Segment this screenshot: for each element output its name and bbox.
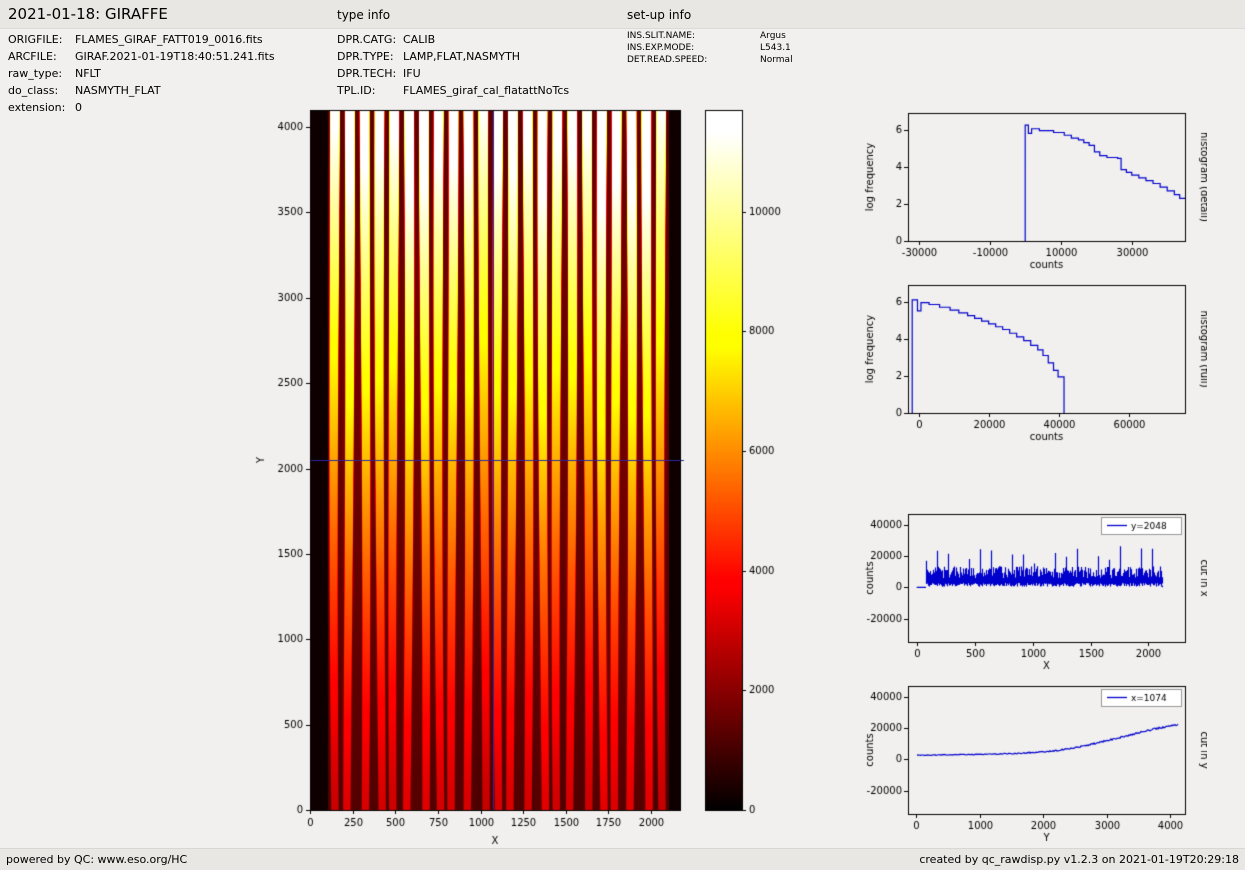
metadata-label: DPR.CATG:: [337, 33, 397, 46]
footer-right-text: created by qc_rawdisp.py v1.2.3 on 2021-…: [919, 853, 1239, 866]
metadata-row: ARCFILE: GIRAF.2021-01-19T18:40:51.241.fi…: [8, 48, 275, 65]
metadata-row: raw_type: NFLT: [8, 65, 275, 82]
metadata-value: NFLT: [75, 67, 101, 80]
metadata-value: Argus: [760, 31, 786, 41]
metadata-label: DPR.TECH:: [337, 67, 397, 80]
metadata-label: DET.READ.SPEED:: [627, 55, 708, 65]
page-title: 2021-01-18: GIRAFFE: [8, 5, 168, 23]
metadata-value: LAMP,FLAT,NASMYTH: [403, 50, 521, 63]
footer-bar: powered by QC: www.eso.org/HC created by…: [0, 848, 1245, 870]
histogram-detail-canvas: [862, 100, 1207, 274]
metadata-value: IFU: [403, 67, 421, 80]
metadata-label: INS.EXP.MODE:: [627, 43, 695, 53]
histogram-full-canvas: [862, 272, 1207, 446]
metadata-row: DPR.TECH: IFU: [337, 65, 569, 82]
metadata-row: INS.EXP.MODE: L543.1: [627, 42, 793, 54]
type-info-block: DPR.CATG: CALIB DPR.TYPE: LAMP,FLAT,NASMYT…: [337, 31, 569, 99]
header-bar: [0, 0, 1245, 29]
metadata-row: extension: 0: [8, 99, 275, 116]
metadata-label: ORIGFILE:: [8, 33, 63, 46]
metadata-row: DPR.TYPE: LAMP,FLAT,NASMYTH: [337, 48, 569, 65]
metadata-label: INS.SLIT.NAME:: [627, 31, 696, 41]
metadata-row: DET.READ.SPEED: Normal: [627, 54, 793, 66]
metadata-row: ORIGFILE: FLAMES_GIRAF_FATT019_0016.fits: [8, 31, 275, 48]
metadata-label: TPL.ID:: [337, 84, 376, 97]
metadata-row: DPR.CATG: CALIB: [337, 31, 569, 48]
metadata-row: do_class: NASMYTH_FLAT: [8, 82, 275, 99]
metadata-value: L543.1: [760, 43, 791, 53]
setup-info-block: INS.SLIT.NAME: Argus INS.EXP.MODE: L543.1 …: [627, 30, 793, 66]
detector-heatmap-canvas: [250, 96, 800, 848]
metadata-label: do_class:: [8, 84, 59, 97]
file-info-block: ORIGFILE: FLAMES_GIRAF_FATT019_0016.fits …: [8, 31, 275, 116]
metadata-value: FLAMES_giraf_cal_flatattNoTcs: [403, 84, 570, 97]
setup-info-heading: set-up info: [627, 8, 692, 22]
cut-in-y-canvas: [862, 673, 1207, 847]
metadata-label: raw_type:: [8, 67, 63, 80]
metadata-row: INS.SLIT.NAME: Argus: [627, 30, 793, 42]
metadata-value: CALIB: [403, 33, 436, 46]
metadata-row: TPL.ID: FLAMES_giraf_cal_flatattNoTcs: [337, 82, 569, 99]
metadata-value: Normal: [760, 55, 793, 65]
footer-left-text: powered by QC: www.eso.org/HC: [6, 853, 188, 866]
metadata-label: ARCFILE:: [8, 50, 57, 63]
type-info-heading: type info: [337, 8, 391, 22]
metadata-value: NASMYTH_FLAT: [75, 84, 161, 97]
metadata-value: FLAMES_GIRAF_FATT019_0016.fits: [75, 33, 263, 46]
metadata-label: extension:: [8, 101, 66, 114]
metadata-value: 0: [75, 101, 82, 114]
cut-in-x-canvas: [862, 501, 1207, 675]
metadata-label: DPR.TYPE:: [337, 50, 394, 63]
metadata-value: GIRAF.2021-01-19T18:40:51.241.fits: [75, 50, 275, 63]
